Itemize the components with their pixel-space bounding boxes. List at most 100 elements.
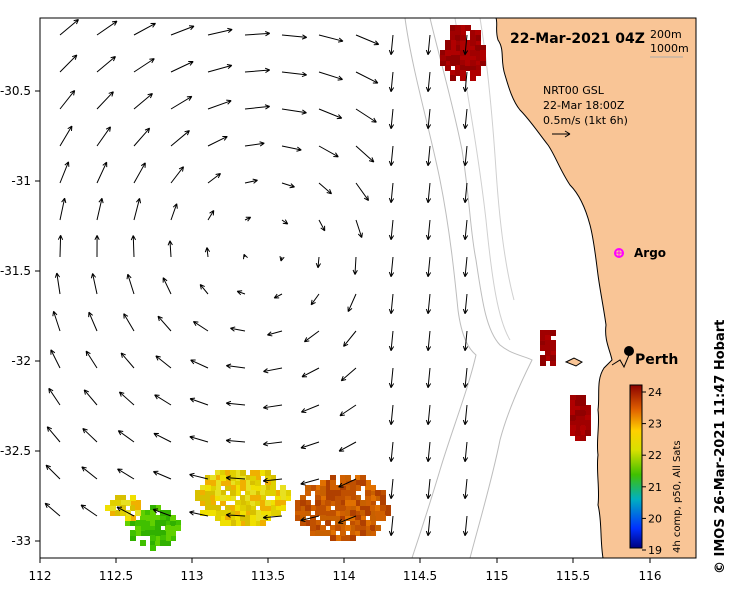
sst-pixel-north xyxy=(470,55,476,61)
sst-pixel-warm xyxy=(325,515,331,521)
sst-pixel-mid-temp xyxy=(255,490,261,496)
sst-pixel-mid-temp xyxy=(235,510,241,516)
sst-pixel-north xyxy=(475,70,481,76)
sst-pixel-south xyxy=(585,410,591,416)
sst-pixel-north xyxy=(450,30,456,36)
sst-pixel-cool xyxy=(155,530,161,536)
sst-pixel-warm xyxy=(375,505,381,511)
sst-pixel-north xyxy=(475,60,481,66)
sst-pixel-north xyxy=(470,70,476,76)
current-arrow xyxy=(126,273,135,295)
current-arrow xyxy=(117,430,135,443)
sst-pixel-cool xyxy=(145,520,151,526)
sst-pixel-mid xyxy=(540,345,546,351)
sst-pixel-cool xyxy=(165,540,171,546)
sst-pixel-mid-temp xyxy=(220,475,226,481)
sst-pixel-warm xyxy=(325,500,331,506)
sst-pixel-mid xyxy=(550,340,556,346)
sst-pixel-mid-temp xyxy=(220,510,226,516)
sst-pixel-warm xyxy=(310,530,316,536)
current-arrow xyxy=(338,441,357,452)
sst-pixel-mid-temp xyxy=(205,495,211,501)
sst-pixel-north xyxy=(475,65,481,71)
sst-pixel-south xyxy=(570,395,576,401)
sst-pixel-north xyxy=(445,60,451,66)
sst-pixel-mid-temp xyxy=(210,490,216,496)
colorbar-tick-label: 19 xyxy=(648,544,662,557)
sst-pixel-mid xyxy=(545,335,551,341)
sst-pixel-mid-temp xyxy=(195,490,201,496)
current-arrow xyxy=(59,90,76,110)
sst-pixel-south xyxy=(585,420,591,426)
sst-pixel-mid xyxy=(540,340,546,346)
x-tick-label: 114 xyxy=(333,569,356,583)
sst-pixel-cool xyxy=(135,525,141,531)
sst-pixel-warm xyxy=(350,525,356,531)
current-arrow xyxy=(90,273,98,295)
sst-pixel-mid-temp xyxy=(205,510,211,516)
current-arrow xyxy=(281,108,307,115)
current-arrow xyxy=(318,182,332,195)
current-arrow xyxy=(133,22,156,36)
sst-pixel-mid-temp xyxy=(115,510,121,516)
sst-pixel-mid-temp xyxy=(250,480,256,486)
sst-pixel-mid-temp xyxy=(210,485,216,491)
sst-pixel-cool xyxy=(170,515,176,521)
sst-pixel-warm xyxy=(375,525,381,531)
sst-pixel-warm xyxy=(370,525,376,531)
sst-pixel-warm xyxy=(325,480,331,486)
sst-pixel-cool xyxy=(150,510,156,516)
sst-pixel-north xyxy=(460,75,466,81)
sst-pixel-north xyxy=(460,45,466,51)
sst-pixel-cool xyxy=(140,525,146,531)
sst-pixel-warm xyxy=(320,510,326,516)
sst-pixel-north xyxy=(450,40,456,46)
current-arrow xyxy=(44,502,61,517)
sst-pixel-warm xyxy=(330,530,336,536)
sst-pixel-warm xyxy=(375,495,381,501)
sst-pixel-warm xyxy=(345,525,351,531)
current-arrow xyxy=(120,352,135,369)
sst-pixel-cool xyxy=(165,535,171,541)
sst-pixel-warm xyxy=(365,505,371,511)
current-arrow xyxy=(279,256,285,262)
sst-pixel-mid-temp xyxy=(230,520,236,526)
sst-pixel-warm xyxy=(355,520,361,526)
sst-pixel-warm xyxy=(375,515,381,521)
sst-pixel-warm xyxy=(365,520,371,526)
sst-pixel-mid xyxy=(540,355,546,361)
current-arrow xyxy=(133,198,142,221)
sst-pixel-mid-temp xyxy=(215,480,221,486)
sst-pixel-cool xyxy=(140,530,146,536)
sst-pixel-mid-temp xyxy=(250,520,256,526)
sst-pixel-mid-temp xyxy=(275,510,281,516)
sst-pixel-warm xyxy=(325,505,331,511)
sst-pixel-north xyxy=(450,75,456,81)
sst-pixel-mid-temp xyxy=(215,470,221,476)
depth-legend-1000m: 1000m xyxy=(650,42,689,55)
sst-pixel-mid-temp xyxy=(225,470,231,476)
sst-pixel-mid-temp xyxy=(250,490,256,496)
sst-pixel-mid-temp xyxy=(275,500,281,506)
current-arrow xyxy=(267,330,283,337)
sst-pixel-warm xyxy=(355,510,361,516)
sst-pixel-north xyxy=(480,45,486,51)
sst-pixel-mid-temp xyxy=(130,495,136,501)
sst-pixel-warm xyxy=(320,490,326,496)
current-arrow xyxy=(425,108,432,130)
sst-pixel-north xyxy=(460,60,466,66)
sst-pixel-north xyxy=(455,60,461,66)
sst-pixel-warm xyxy=(295,515,301,521)
sst-pixel-warm xyxy=(315,520,321,526)
sst-pixel-mid-temp xyxy=(245,485,251,491)
sst-pixel-north xyxy=(475,45,481,51)
sst-pixel-mid-temp xyxy=(220,515,226,521)
sst-pixel-warm xyxy=(335,525,341,531)
sst-pixel-warm xyxy=(325,520,331,526)
sst-pixel-mid-temp xyxy=(215,485,221,491)
sst-pixel-cool xyxy=(165,530,171,536)
sst-pixel-mid-temp xyxy=(215,475,221,481)
sst-pixel-cool xyxy=(145,525,151,531)
current-arrow xyxy=(425,367,432,389)
sst-pixel-mid-temp xyxy=(230,490,236,496)
